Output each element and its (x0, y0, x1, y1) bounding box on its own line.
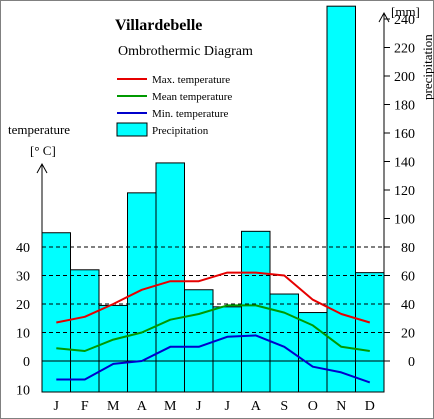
right-tick-label: 240 (394, 13, 415, 28)
month-label: M (107, 399, 120, 414)
legend-label-min: Min. temperature (152, 108, 228, 120)
left-axis-label: temperature (8, 122, 70, 137)
precipitation-bar-7 (212, 306, 242, 393)
month-label: A (251, 399, 262, 414)
month-label: D (365, 399, 375, 414)
month-label: J (225, 399, 231, 414)
right-tick-label: 140 (394, 156, 415, 171)
left-axis-unit: [° C] (30, 143, 56, 158)
month-label: A (137, 399, 148, 414)
month-label: O (308, 399, 318, 414)
right-tick-label: 40 (401, 298, 415, 313)
right-axis: [mm] precipitation 240220200180160140120… (378, 4, 434, 392)
month-label: J (196, 399, 202, 414)
right-tick-label: 220 (394, 42, 415, 57)
right-tick-label: 100 (394, 213, 415, 228)
left-axis-arrowhead (36, 162, 48, 174)
right-axis-label: precipitation (420, 34, 434, 100)
chart-titles: Villardebelle Ombrothermic Diagram (115, 17, 253, 59)
precipitation-bar-1 (41, 232, 71, 393)
left-axis: temperature [° C] 40 30 20 10 0 10 (8, 122, 70, 399)
right-tick-label: 120 (394, 184, 415, 199)
precipitation-bar-8 (241, 230, 271, 393)
left-tick-label: 30 (16, 270, 30, 285)
temperature-lines (56, 271, 371, 384)
month-label: S (280, 399, 288, 414)
right-tick-label: 20 (401, 327, 415, 342)
left-tick-label: 20 (16, 298, 30, 313)
precipitation-bar-5 (155, 162, 185, 393)
reference-lines (42, 246, 384, 362)
right-tick-label: 80 (401, 241, 415, 256)
legend-label-max: Max. temperature (152, 74, 230, 86)
chart-legend: Max. temperature Mean temperature Min. t… (116, 74, 232, 137)
right-axis-unit: [mm] (391, 4, 420, 19)
right-tick-label: 160 (394, 127, 415, 142)
month-label: M (164, 399, 177, 414)
precipitation-bar-6 (184, 289, 214, 393)
left-tick-label: 40 (16, 241, 30, 256)
chart-subtitle: Ombrothermic Diagram (118, 44, 253, 59)
max-temperature-line (56, 271, 371, 324)
precipitation-bar-4 (127, 192, 157, 393)
right-tick-label: 60 (401, 270, 415, 285)
left-tick-label: 10 (16, 384, 30, 399)
mean-temperature-line (56, 304, 370, 352)
precipitation-bars (41, 5, 385, 393)
legend-swatch-precipitation (116, 122, 148, 137)
precipitation-bar-2 (70, 269, 100, 393)
month-label: N (336, 399, 346, 414)
legend-label-mean: Mean temperature (152, 91, 232, 103)
chart-title: Villardebelle (115, 17, 202, 34)
legend-label-precipitation: Precipitation (152, 125, 209, 137)
right-tick-label: 0 (408, 355, 415, 370)
right-tick-label: 200 (394, 70, 415, 85)
month-label: F (81, 399, 89, 414)
left-tick-label: 0 (23, 355, 30, 370)
left-tick-label: 10 (16, 327, 30, 342)
min-temperature-line (56, 334, 371, 384)
precipitation-bar-3 (98, 304, 128, 393)
left-axis-ticks: 40 30 20 10 0 10 (16, 241, 30, 399)
right-tick-label: 180 (394, 99, 415, 114)
month-label: J (54, 399, 60, 414)
precipitation-bar-11 (326, 5, 356, 393)
